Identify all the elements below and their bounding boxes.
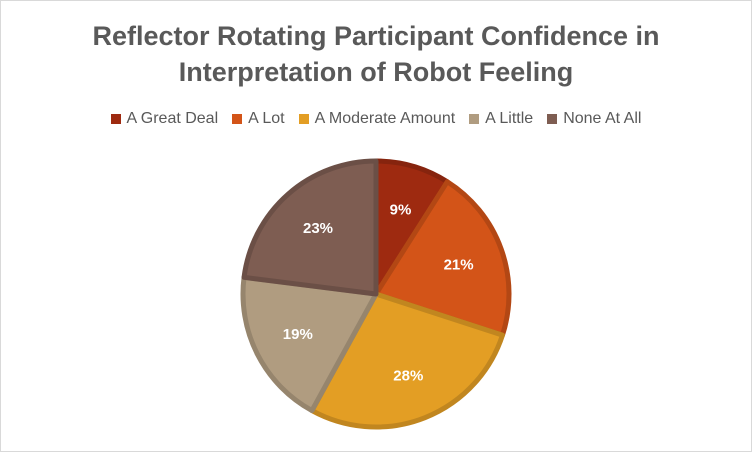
- legend-item-a-lot: A Lot: [232, 110, 285, 128]
- legend-label: A Moderate Amount: [314, 110, 456, 127]
- legend-swatch: [110, 114, 121, 124]
- data-label: 21%: [444, 256, 474, 273]
- legend-swatch: [469, 114, 480, 124]
- chart-title-line-1: Reflector Rotating Participant Confidenc…: [92, 21, 660, 51]
- data-label: 28%: [393, 368, 423, 385]
- data-label: 23%: [303, 220, 333, 237]
- chart-legend: A Great Deal A Lot A Moderate Amount A L…: [0, 110, 752, 128]
- chart-title: Reflector Rotating Participant Confidenc…: [0, 18, 752, 90]
- legend-label: A Great Deal: [126, 110, 219, 127]
- legend-swatch: [232, 114, 243, 124]
- legend-label: A Little: [485, 110, 534, 127]
- pie-slice-a-lot: [373, 179, 512, 338]
- legend-swatch: [298, 114, 309, 124]
- legend-item-none-at-all: None At All: [547, 110, 641, 128]
- legend-item-a-moderate-amount: A Moderate Amount: [298, 110, 456, 128]
- data-label: 19%: [283, 326, 313, 343]
- legend-swatch: [547, 114, 558, 124]
- data-label: 9%: [390, 202, 412, 219]
- pie-slice-none-at-all: [241, 158, 379, 297]
- legend-label: None At All: [563, 110, 642, 127]
- legend-item-a-great-deal: A Great Deal: [110, 110, 219, 128]
- pie-slice-a-little: [240, 274, 379, 414]
- legend-item-a-little: A Little: [469, 110, 533, 128]
- chart-title-line-2: Interpretation of Robot Feeling: [178, 57, 574, 87]
- legend-label: A Lot: [248, 110, 285, 127]
